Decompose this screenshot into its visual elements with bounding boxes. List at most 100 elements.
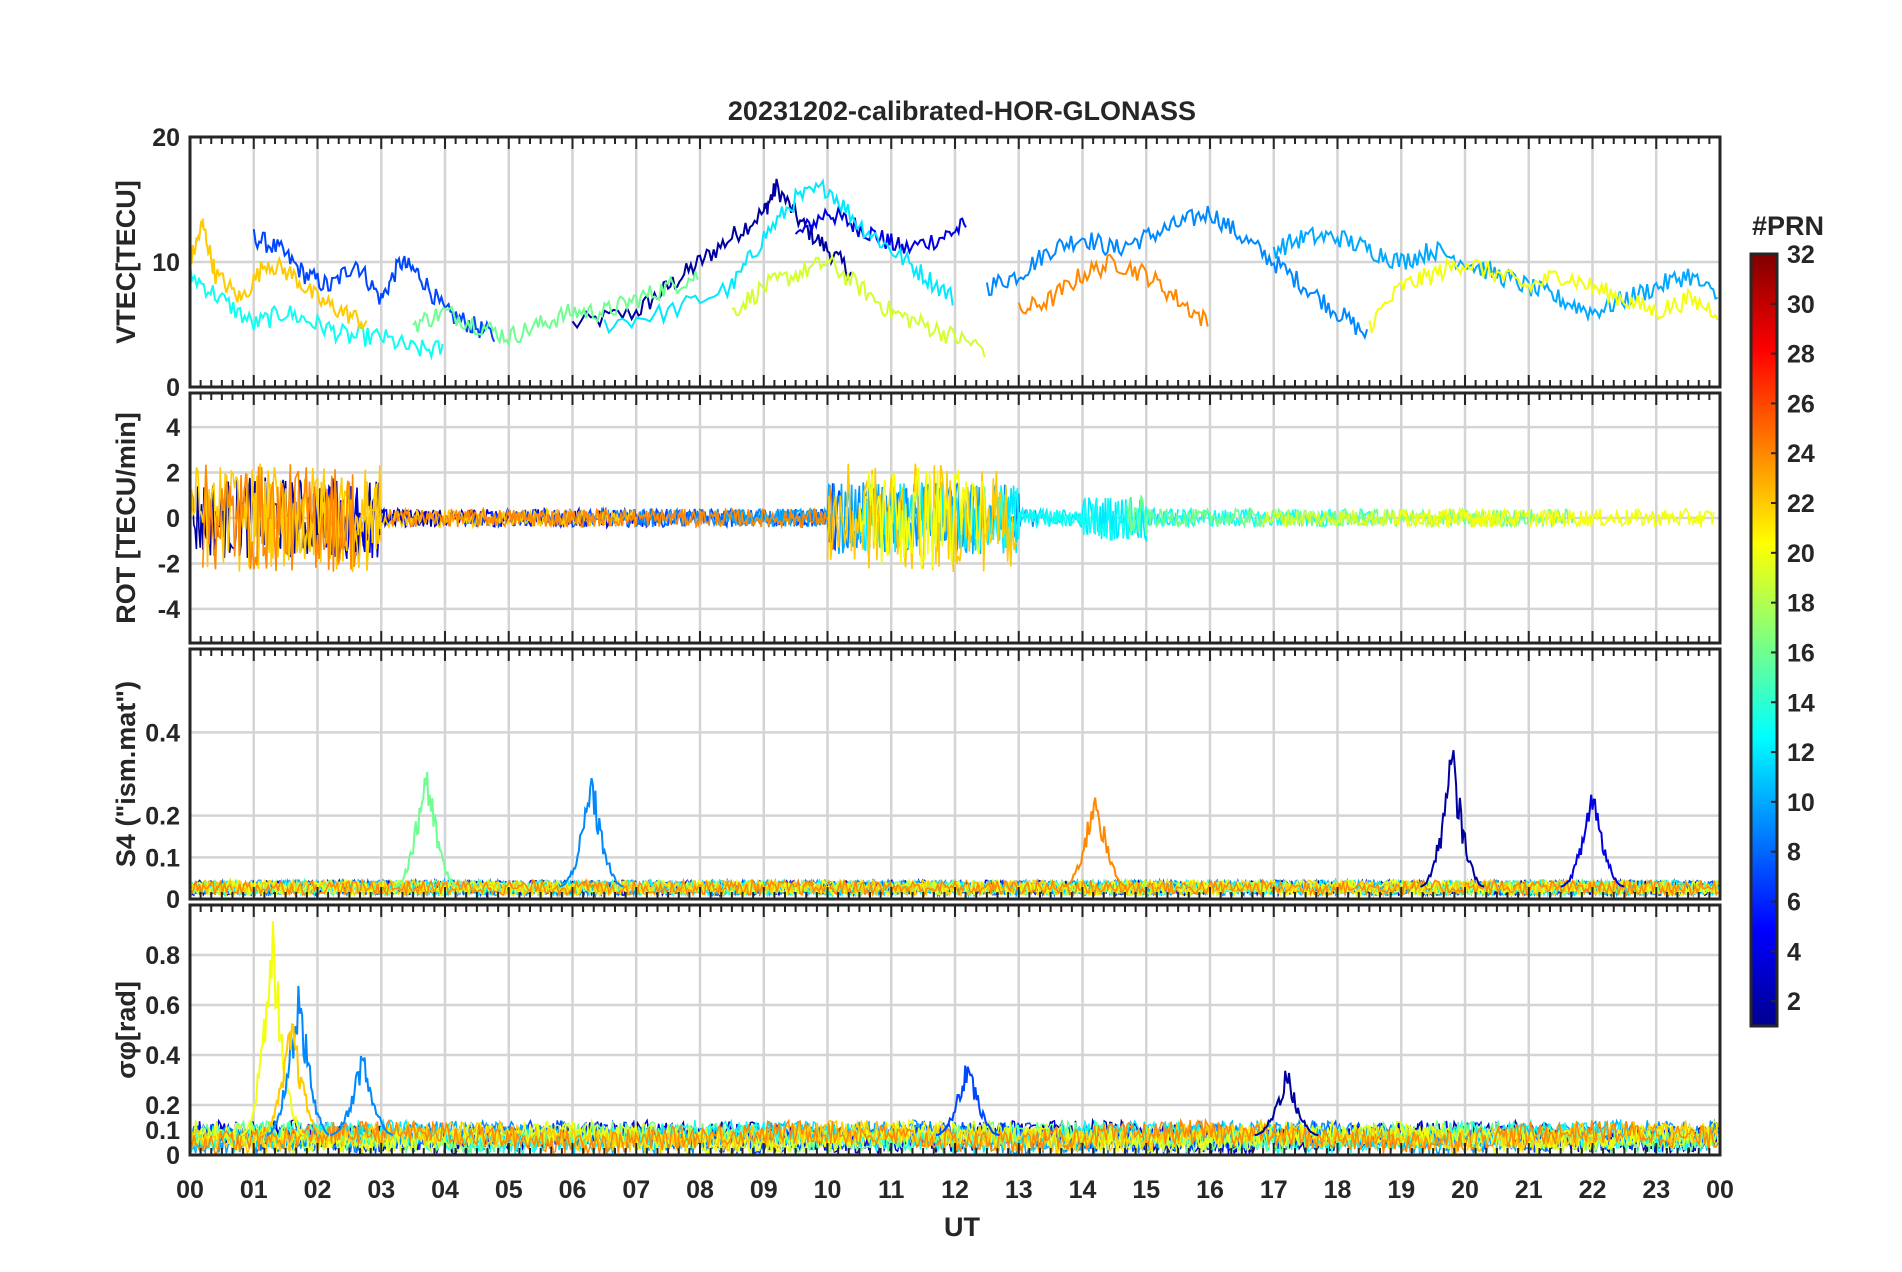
panel-frame	[188, 135, 1722, 389]
y-axis-label-sigma_phi: σφ[rad]	[111, 981, 141, 1079]
colorbar-tick-label: 10	[1787, 789, 1815, 817]
sigma_phi-line-prn-24	[190, 1117, 1719, 1155]
colorbar-label: #PRN	[1752, 211, 1824, 241]
y-axis-label-rot: ROT [TECU/min]	[111, 412, 141, 623]
x-tick-label: 12	[941, 1176, 969, 1204]
y-tick-label: 0.6	[145, 992, 180, 1020]
series-group	[190, 463, 1715, 573]
colorbar-tick-label: 16	[1787, 639, 1815, 667]
vtec-line-prn-13	[190, 266, 444, 361]
panel-vtec: 0 10 20 VTEC[TECU]	[111, 124, 1722, 402]
rot-burst-prn-20	[858, 467, 987, 569]
panel-sigma_phi: 00.10.2 0.4 0.6 0.8σφ[rad]	[111, 903, 1722, 1170]
series-group	[190, 921, 1719, 1155]
x-tick-label: 11	[878, 1176, 905, 1204]
s4-peak-prn-2	[1420, 750, 1485, 888]
x-tick-label: 21	[1515, 1176, 1543, 1204]
colorbar-tick-label: 26	[1787, 390, 1815, 418]
x-tick-label: 03	[367, 1176, 395, 1204]
s4-peak-prn-16	[393, 771, 458, 888]
vtec-line-prn-16	[412, 271, 699, 349]
x-tick-label: 08	[686, 1176, 714, 1204]
x-tick-label: 17	[1260, 1176, 1288, 1204]
x-tick-label: 13	[1005, 1176, 1033, 1204]
vtec-line-prn-22	[190, 218, 368, 331]
colorbar-tick-label: 28	[1787, 341, 1815, 369]
y-tick-label: 0	[166, 505, 180, 533]
x-axis-label: UT	[944, 1212, 980, 1242]
colorbar-gradient	[1749, 252, 1779, 1028]
colorbar-tick-label: 14	[1787, 689, 1815, 717]
s4-line-prn-24	[190, 877, 1719, 898]
panel-frame	[188, 903, 1722, 1157]
colorbar-tick-label: 32	[1787, 241, 1815, 269]
x-tick-label: 20	[1451, 1176, 1479, 1204]
y-tick-label: 2	[166, 460, 180, 488]
colorbar-tick-label: 2	[1787, 988, 1801, 1016]
x-tick-label: 14	[1069, 1176, 1097, 1204]
sigma_phi-peak-prn-22	[260, 1023, 323, 1136]
x-tick-label: 10	[814, 1176, 842, 1204]
y-tick-label: 0	[166, 374, 180, 402]
vtec-line-prn-19	[731, 253, 986, 358]
y-tick-label: -4	[158, 596, 180, 624]
x-tick-label: 09	[750, 1176, 778, 1204]
s4-peak-prn-4	[1560, 794, 1625, 888]
x-tick-label: 00	[176, 1176, 204, 1204]
x-tick-label: 04	[431, 1176, 459, 1204]
colorbar-tick-label: 8	[1787, 839, 1801, 867]
rot-burst-prn-24	[202, 464, 357, 572]
y-tick-label: 0	[166, 886, 180, 914]
colorbar-tick-label: 22	[1787, 490, 1815, 518]
y-axis-label-vtec: VTEC[TECU]	[111, 180, 141, 344]
panel-rot: -4 -2 0 2 4 ROT [TECU/min]	[111, 391, 1722, 645]
x-tick-label: 02	[304, 1176, 332, 1204]
y-tick-label: -2	[158, 550, 180, 578]
y-tick-label: 0.2	[145, 803, 180, 831]
y-tick-label: 0.2	[145, 1092, 180, 1120]
s4-peak-prn-24	[1063, 797, 1128, 888]
colorbar-tick-label: 12	[1787, 739, 1815, 767]
sigma_phi-peak-prn-20	[240, 921, 304, 1136]
x-tick-label: 01	[240, 1176, 268, 1204]
x-tick-label: 15	[1132, 1176, 1160, 1204]
y-tick-label: 0.1	[145, 1117, 180, 1145]
panel-frame	[188, 647, 1722, 901]
x-tick-label: 19	[1387, 1176, 1415, 1204]
colorbar-tick-label: 20	[1787, 540, 1815, 568]
s4-peak-prn-9	[559, 778, 624, 888]
chart-title: 20231202-calibrated-HOR-GLONASS	[728, 96, 1196, 126]
x-tick-label: 06	[559, 1176, 587, 1204]
x-tick-label: 05	[495, 1176, 523, 1204]
y-tick-label: 0.4	[145, 1042, 180, 1070]
sigma_phi-peak-prn-2	[1254, 1070, 1319, 1136]
y-axis-label-s4: S4 ("ism.mat")	[111, 681, 141, 867]
series-group	[190, 178, 1719, 361]
vtec-line-prn-20	[1368, 257, 1719, 335]
panel-frame	[188, 391, 1722, 645]
y-tick-label: 10	[152, 249, 180, 277]
x-tick-label: 00	[1706, 1176, 1734, 1204]
vtec-line-prn-24	[1017, 253, 1209, 327]
x-tick-label: 07	[622, 1176, 650, 1204]
rot-line-prn-20	[1394, 507, 1715, 529]
vtec-line-prn-7	[252, 229, 496, 343]
y-tick-label: 0	[166, 1142, 180, 1170]
sigma_phi-peak-prn-7	[935, 1065, 1000, 1136]
y-tick-label: 0.4	[145, 719, 180, 747]
colorbar-tick-label: 6	[1787, 888, 1801, 916]
vtec-line-prn-12	[603, 178, 954, 335]
x-tick-label: 16	[1196, 1176, 1224, 1204]
y-tick-label: 0.1	[145, 844, 180, 872]
sigma_phi-peak-prn-9	[330, 1055, 394, 1136]
panel-s4: 0 0.1 0.2 0.4S4 ("ism.mat")	[111, 647, 1722, 914]
y-tick-label: 20	[152, 124, 180, 152]
vtec-line-prn-2	[571, 178, 853, 330]
y-tick-label: 0.8	[145, 942, 180, 970]
x-tick-label: 18	[1324, 1176, 1352, 1204]
colorbar-tick-label: 4	[1787, 938, 1801, 966]
sigma_phi-peak-prn-9	[266, 985, 330, 1136]
